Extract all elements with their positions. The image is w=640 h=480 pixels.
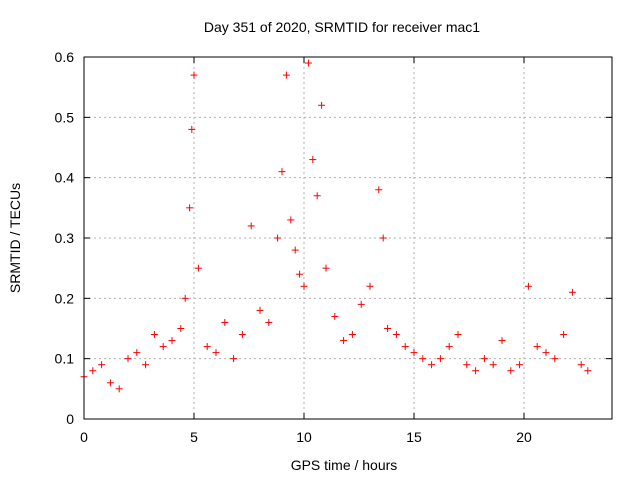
data-point: [106, 379, 114, 387]
data-point: [498, 337, 506, 345]
data-point: [428, 361, 436, 369]
data-point: [238, 331, 246, 339]
data-point: [357, 300, 365, 308]
data-point: [472, 367, 480, 375]
data-point: [287, 216, 295, 224]
plot-frame: [83, 56, 613, 420]
x-tick-label: 0: [80, 429, 88, 445]
data-point: [309, 156, 317, 164]
data-point: [177, 325, 185, 332]
grid-layer: [84, 57, 612, 419]
data-point: [159, 343, 167, 351]
data-point: [436, 355, 444, 363]
data-point: [577, 361, 585, 369]
data-point: [348, 331, 356, 339]
data-point: [190, 71, 198, 79]
data-point: [560, 331, 568, 339]
data-point: [274, 234, 282, 242]
data-point: [98, 361, 106, 369]
data-point: [304, 59, 312, 67]
data-point: [256, 306, 264, 314]
data-point: [445, 343, 453, 351]
axis-ticks: 0 0.1 0.2 0.3 0.4 0.5 0.6 0 5 10 15 20: [55, 49, 612, 445]
data-point: [142, 361, 150, 369]
data-point: [168, 337, 176, 345]
y-tick-label: 0: [66, 411, 74, 427]
data-point: [331, 312, 339, 320]
x-tick-label: 5: [190, 429, 198, 445]
y-tick-label: 0.4: [55, 170, 75, 186]
y-tick-label: 0.3: [55, 230, 75, 246]
x-axis-label: GPS time / hours: [291, 457, 398, 473]
data-points: [80, 59, 592, 393]
data-point: [533, 343, 541, 351]
y-tick-label: 0.2: [55, 290, 75, 306]
data-point: [542, 349, 550, 357]
data-point: [265, 318, 273, 326]
data-point: [489, 361, 497, 369]
y-tick-label: 0.1: [55, 351, 75, 367]
data-point: [282, 71, 290, 79]
y-tick-label: 0.6: [55, 49, 75, 65]
data-point: [401, 343, 409, 351]
data-point: [524, 282, 532, 290]
y-tick-label: 0.5: [55, 109, 75, 125]
chart-title: Day 351 of 2020, SRMTID for receiver mac…: [204, 19, 480, 35]
data-point: [221, 318, 229, 326]
data-point: [392, 331, 400, 339]
x-tick-label: 20: [516, 429, 532, 445]
data-point: [89, 367, 97, 375]
data-point: [124, 355, 132, 363]
x-tick-label: 15: [406, 429, 422, 445]
data-point: [375, 186, 383, 194]
data-point: [379, 234, 387, 242]
data-point: [291, 246, 299, 254]
x-tick-label: 10: [296, 429, 312, 445]
y-axis-label: SRMTID / TECUs: [7, 183, 23, 293]
data-point: [318, 101, 326, 109]
data-point: [203, 343, 211, 351]
data-point: [584, 367, 592, 375]
data-point: [340, 337, 348, 345]
data-point: [115, 385, 123, 393]
data-point: [296, 270, 304, 278]
data-point: [454, 331, 462, 339]
data-point: [194, 264, 202, 272]
data-point: [568, 288, 576, 296]
data-point: [419, 355, 427, 363]
data-point: [366, 282, 374, 290]
data-point: [181, 294, 189, 302]
data-point: [188, 125, 196, 133]
data-point: [230, 355, 238, 363]
data-point: [410, 349, 418, 357]
data-point: [278, 168, 286, 176]
data-point: [212, 349, 220, 357]
data-point: [186, 204, 194, 212]
data-point: [247, 222, 255, 230]
data-point: [133, 349, 141, 357]
data-point: [322, 264, 330, 272]
data-point: [313, 192, 321, 200]
data-point: [463, 361, 471, 369]
data-point: [480, 355, 488, 363]
data-point: [507, 367, 515, 375]
data-point: [300, 282, 308, 290]
data-point: [150, 331, 158, 339]
data-point: [551, 355, 559, 363]
data-point: [384, 325, 392, 332]
data-point: [516, 361, 524, 369]
